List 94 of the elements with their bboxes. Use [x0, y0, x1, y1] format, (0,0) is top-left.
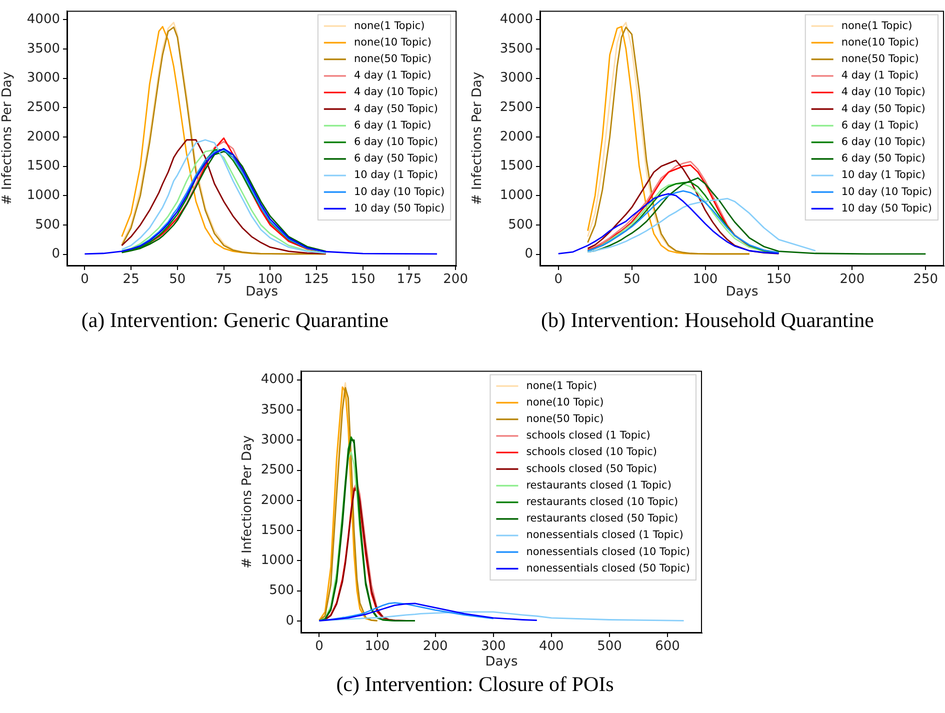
- y-tick-label: 500: [508, 217, 533, 232]
- legend-label: 6 day (10 Topic): [354, 136, 438, 148]
- x-tick-label: 25: [122, 272, 140, 288]
- x-tick-label: 400: [539, 639, 564, 654]
- y-axis-title: # Infections Per Day: [0, 72, 16, 205]
- legend-label: 4 day (10 Topic): [841, 86, 926, 98]
- x-tick-label: 200: [443, 272, 468, 288]
- y-tick-label: 0: [524, 246, 533, 262]
- x-tick-label: 100: [692, 272, 718, 288]
- x-tick-label: 150: [350, 272, 376, 288]
- y-tick-label: 3000: [26, 70, 60, 86]
- x-axis-title: Days: [485, 654, 518, 670]
- legend-label: 10 day (10 Topic): [841, 186, 932, 198]
- y-tick-label: 4000: [26, 12, 60, 27]
- text: (b) Intervention: Household Quarantine: [540, 308, 875, 333]
- y-tick-label: 1500: [260, 522, 294, 538]
- x-tick-label: 100: [258, 272, 283, 288]
- legend-label: 10 day (50 Topic): [354, 202, 445, 214]
- y-tick-label: 3000: [260, 432, 294, 448]
- y-tick-label: 500: [35, 217, 60, 232]
- legend-label: none(10 Topic): [526, 396, 604, 408]
- legend-label: none(50 Topic): [354, 53, 432, 66]
- text: (a) Intervention: Generic Quarantine: [80, 308, 390, 333]
- text: (c) Intervention: Closure of POIs: [335, 672, 615, 697]
- x-tick-label: 0: [80, 272, 89, 288]
- x-tick-label: 50: [169, 272, 186, 288]
- y-axis-title: # Infections Per Day: [240, 435, 256, 568]
- legend-label: 10 day (1 Topic): [841, 169, 926, 182]
- legend-label: 4 day (50 Topic): [354, 102, 438, 115]
- y-tick-label: 2000: [260, 492, 294, 508]
- legend-label: 6 day (50 Topic): [841, 152, 926, 165]
- x-tick-label: 100: [364, 639, 390, 654]
- y-tick-label: 3500: [500, 41, 533, 56]
- legend-label: 6 day (1 Topic): [354, 119, 432, 132]
- legend-label: restaurants closed (1 Topic): [526, 479, 672, 492]
- legend-label: 10 day (50 Topic): [841, 202, 932, 214]
- x-tick-label: 200: [840, 272, 865, 288]
- y-tick-label: 4000: [260, 372, 294, 388]
- legend-label: 4 day (10 Topic): [354, 86, 438, 98]
- x-tick-label: 50: [624, 272, 640, 288]
- y-tick-label: 1000: [260, 553, 294, 568]
- y-tick-label: 4000: [500, 12, 533, 27]
- legend-label: 6 day (1 Topic): [841, 119, 919, 132]
- x-axis-title: Days: [726, 284, 758, 300]
- legend-label: 4 day (50 Topic): [841, 102, 926, 115]
- x-tick-label: 0: [315, 639, 324, 654]
- x-axis-title: Days: [246, 284, 278, 300]
- y-tick-label: 2000: [26, 129, 60, 144]
- legend-label: nonessentials closed (10 Topic): [526, 546, 690, 558]
- x-tick-label: 200: [422, 639, 448, 654]
- legend-label: nonessentials closed (1 Topic): [526, 529, 684, 542]
- y-tick-label: 2500: [500, 100, 533, 115]
- y-tick-label: 0: [286, 613, 294, 628]
- y-tick-label: 3000: [500, 70, 533, 86]
- x-tick-label: 600: [655, 639, 680, 654]
- y-tick-label: 3500: [260, 402, 294, 418]
- legend-label: restaurants closed (50 Topic): [526, 512, 678, 525]
- x-tick-label: 175: [396, 272, 422, 288]
- legend-label: none(1 Topic): [354, 20, 425, 32]
- legend-label: 4 day (1 Topic): [841, 70, 919, 82]
- legend-label: 6 day (50 Topic): [354, 152, 438, 165]
- y-tick-label: 1000: [500, 188, 533, 203]
- legend-label: 10 day (10 Topic): [354, 186, 445, 198]
- legend-label: none(10 Topic): [841, 36, 919, 48]
- legend-label: nonessentials closed (50 Topic): [526, 562, 690, 574]
- legend-label: none(10 Topic): [354, 36, 432, 48]
- y-tick-label: 1000: [26, 188, 60, 203]
- legend-label: 10 day (1 Topic): [354, 169, 438, 182]
- x-tick-label: 500: [597, 639, 622, 654]
- x-tick-label: 125: [304, 272, 329, 288]
- legend-label: restaurants closed (10 Topic): [526, 496, 678, 508]
- legend-label: none(50 Topic): [841, 53, 919, 66]
- legend-label: schools closed (50 Topic): [526, 462, 658, 475]
- legend-label: schools closed (1 Topic): [526, 430, 650, 442]
- y-tick-label: 500: [269, 583, 294, 598]
- x-tick-label: 300: [480, 639, 506, 654]
- y-tick-label: 1500: [500, 158, 533, 174]
- x-tick-label: 75: [216, 272, 232, 288]
- legend-label: schools closed (10 Topic): [526, 446, 658, 458]
- legend-label: 4 day (1 Topic): [354, 70, 432, 82]
- x-tick-label: 250: [913, 272, 938, 288]
- legend-label: none(1 Topic): [526, 380, 598, 392]
- y-tick-label: 1500: [26, 158, 60, 174]
- legend-label: 6 day (10 Topic): [841, 136, 926, 148]
- y-tick-label: 3500: [26, 41, 60, 56]
- y-tick-label: 2500: [260, 462, 294, 478]
- legend-label: none(1 Topic): [841, 20, 912, 32]
- legend-label: none(50 Topic): [526, 413, 604, 426]
- y-tick-label: 2000: [500, 129, 533, 144]
- y-tick-label: 0: [52, 246, 60, 262]
- y-axis-title: # Infections Per Day: [470, 72, 486, 205]
- y-tick-label: 2500: [26, 100, 60, 115]
- x-tick-label: 0: [554, 272, 563, 288]
- x-tick-label: 150: [766, 272, 792, 288]
